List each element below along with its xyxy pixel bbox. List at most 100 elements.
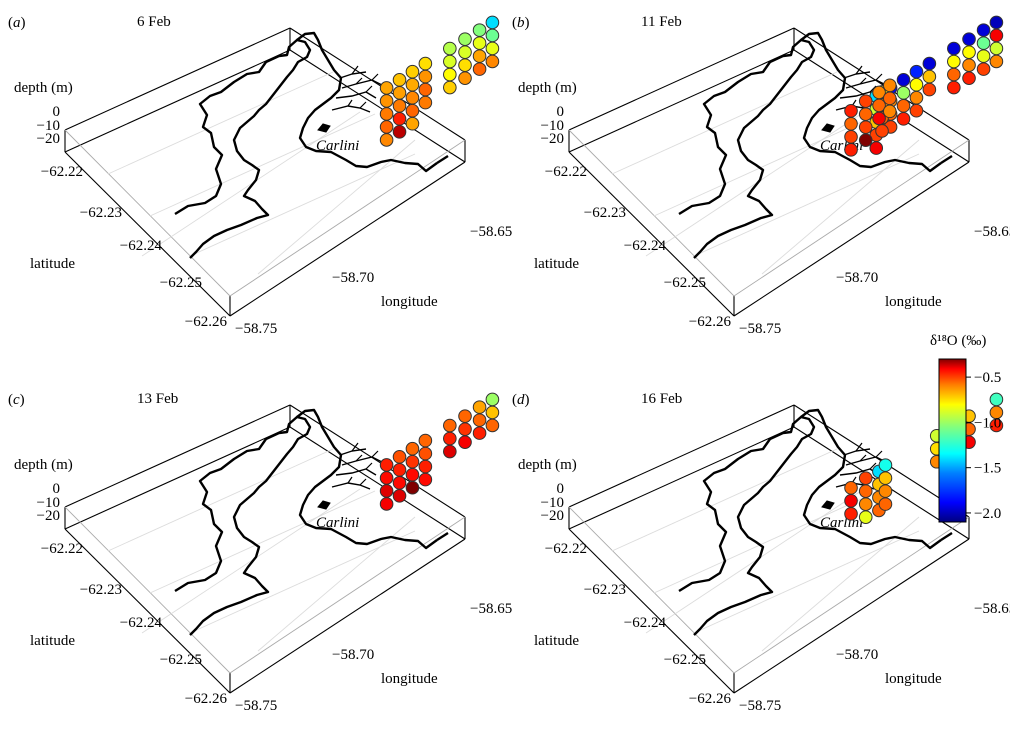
map-panel: (c) 13 Feb depth (m) 0−10−20 −62.22 −62.23 −62… <box>8 391 512 714</box>
depth-axis-label: depth (m) <box>518 457 577 473</box>
panel-date: 16 Feb <box>641 391 682 407</box>
sample-point <box>472 62 487 76</box>
depth-tick: 0 <box>53 104 61 120</box>
sample-point <box>458 45 472 59</box>
latitude-tick: −62.26 <box>689 314 732 330</box>
sample-point <box>443 80 457 95</box>
sample-point <box>909 64 924 79</box>
sample-point <box>443 41 457 56</box>
latitude-tick: −62.25 <box>664 652 706 668</box>
panel-label: (d) <box>512 392 530 408</box>
latitude-tick: −62.23 <box>584 582 626 598</box>
sample-point <box>858 107 873 121</box>
latitude-tick: −62.22 <box>41 541 83 557</box>
sample-point <box>858 484 873 498</box>
latitude-tick: −62.23 <box>80 205 122 221</box>
longitude-tick: −58.65 <box>974 224 1010 240</box>
sample-point <box>379 107 394 121</box>
depth-tick: −20 <box>37 131 60 147</box>
sample-point <box>989 392 1004 407</box>
sample-point <box>922 82 937 97</box>
sample-point <box>443 444 457 459</box>
sample-point <box>418 95 433 110</box>
longitude-tick: −58.65 <box>470 224 512 240</box>
sample-point <box>392 489 407 503</box>
plot-box <box>64 404 466 694</box>
sample-point <box>485 405 500 420</box>
sample-point <box>882 104 897 119</box>
sample-point <box>485 418 500 433</box>
panel-label: (c) <box>8 392 25 408</box>
sample-point <box>392 86 407 100</box>
sample-point <box>392 99 407 113</box>
latitude-axis-label: latitude <box>30 633 75 649</box>
longitude-tick: −58.75 <box>235 321 277 337</box>
sample-point <box>858 510 873 524</box>
sample-point <box>962 58 976 72</box>
sample-point <box>405 116 420 131</box>
sample-point <box>858 120 873 134</box>
map-panel: (b) 11 Feb depth (m) 0−10−20 −62.22 −62.23 −62… <box>512 14 1010 337</box>
sample-point <box>392 450 407 464</box>
panel-date: 6 Feb <box>137 14 171 30</box>
sample-point <box>962 45 976 59</box>
sample-point <box>405 103 420 118</box>
colorbar: δ¹⁸O (‰) −0.5 −1.0 −1.5 −2.0 <box>930 333 1001 523</box>
longitude-tick: −58.70 <box>836 270 878 286</box>
sample-point <box>405 90 420 105</box>
data-points <box>379 392 500 511</box>
sample-point <box>875 124 889 138</box>
sample-point <box>922 56 937 71</box>
data-points <box>844 15 1004 157</box>
sample-point <box>405 77 420 92</box>
sample-point <box>878 458 893 472</box>
colorbar-tick-label: −1.0 <box>974 415 1001 431</box>
longitude-tick: −58.75 <box>235 698 277 714</box>
coastline <box>173 408 450 637</box>
latitude-tick: −62.26 <box>185 691 228 707</box>
sample-point <box>947 54 961 69</box>
sample-point <box>392 73 407 87</box>
latitude-tick: −62.23 <box>80 582 122 598</box>
sample-point <box>947 67 961 82</box>
sample-point <box>976 49 991 63</box>
depth-tick: −10 <box>541 495 564 511</box>
latitude-tick: −62.25 <box>160 652 202 668</box>
sample-point <box>878 484 893 498</box>
sample-point <box>485 28 500 43</box>
latitude-tick: −62.25 <box>664 275 706 291</box>
floor-grid <box>611 448 920 652</box>
depth-axis-label: depth (m) <box>14 80 73 96</box>
colorbar-tick-label: −1.5 <box>974 461 1001 477</box>
sample-point <box>458 435 472 449</box>
sample-point <box>458 58 472 72</box>
sample-point <box>962 32 976 46</box>
sample-point <box>379 133 394 147</box>
sample-point <box>947 80 961 95</box>
sample-point <box>844 143 858 157</box>
sample-point <box>844 494 858 508</box>
sample-point <box>909 103 924 118</box>
longitude-tick: −58.75 <box>739 321 781 337</box>
sample-point <box>896 86 911 100</box>
sample-point <box>882 91 897 106</box>
data-points <box>844 392 1004 524</box>
latitude-axis-label: latitude <box>534 633 579 649</box>
latitude-tick: −62.26 <box>689 691 732 707</box>
sample-point <box>858 497 873 511</box>
sample-point <box>418 56 433 71</box>
sample-point <box>872 111 886 126</box>
sample-point <box>418 433 433 448</box>
sample-point <box>472 426 487 440</box>
sample-point <box>418 459 433 474</box>
longitude-tick: −58.70 <box>836 647 878 663</box>
depth-tick: −20 <box>541 131 564 147</box>
sample-point <box>443 54 457 69</box>
depth-tick: 0 <box>557 104 565 120</box>
sample-point <box>844 104 858 118</box>
sample-point <box>379 458 394 472</box>
depth-tick: −20 <box>541 508 564 524</box>
sample-point <box>878 471 893 485</box>
longitude-axis-label: longitude <box>381 671 438 687</box>
coastline <box>173 31 450 260</box>
